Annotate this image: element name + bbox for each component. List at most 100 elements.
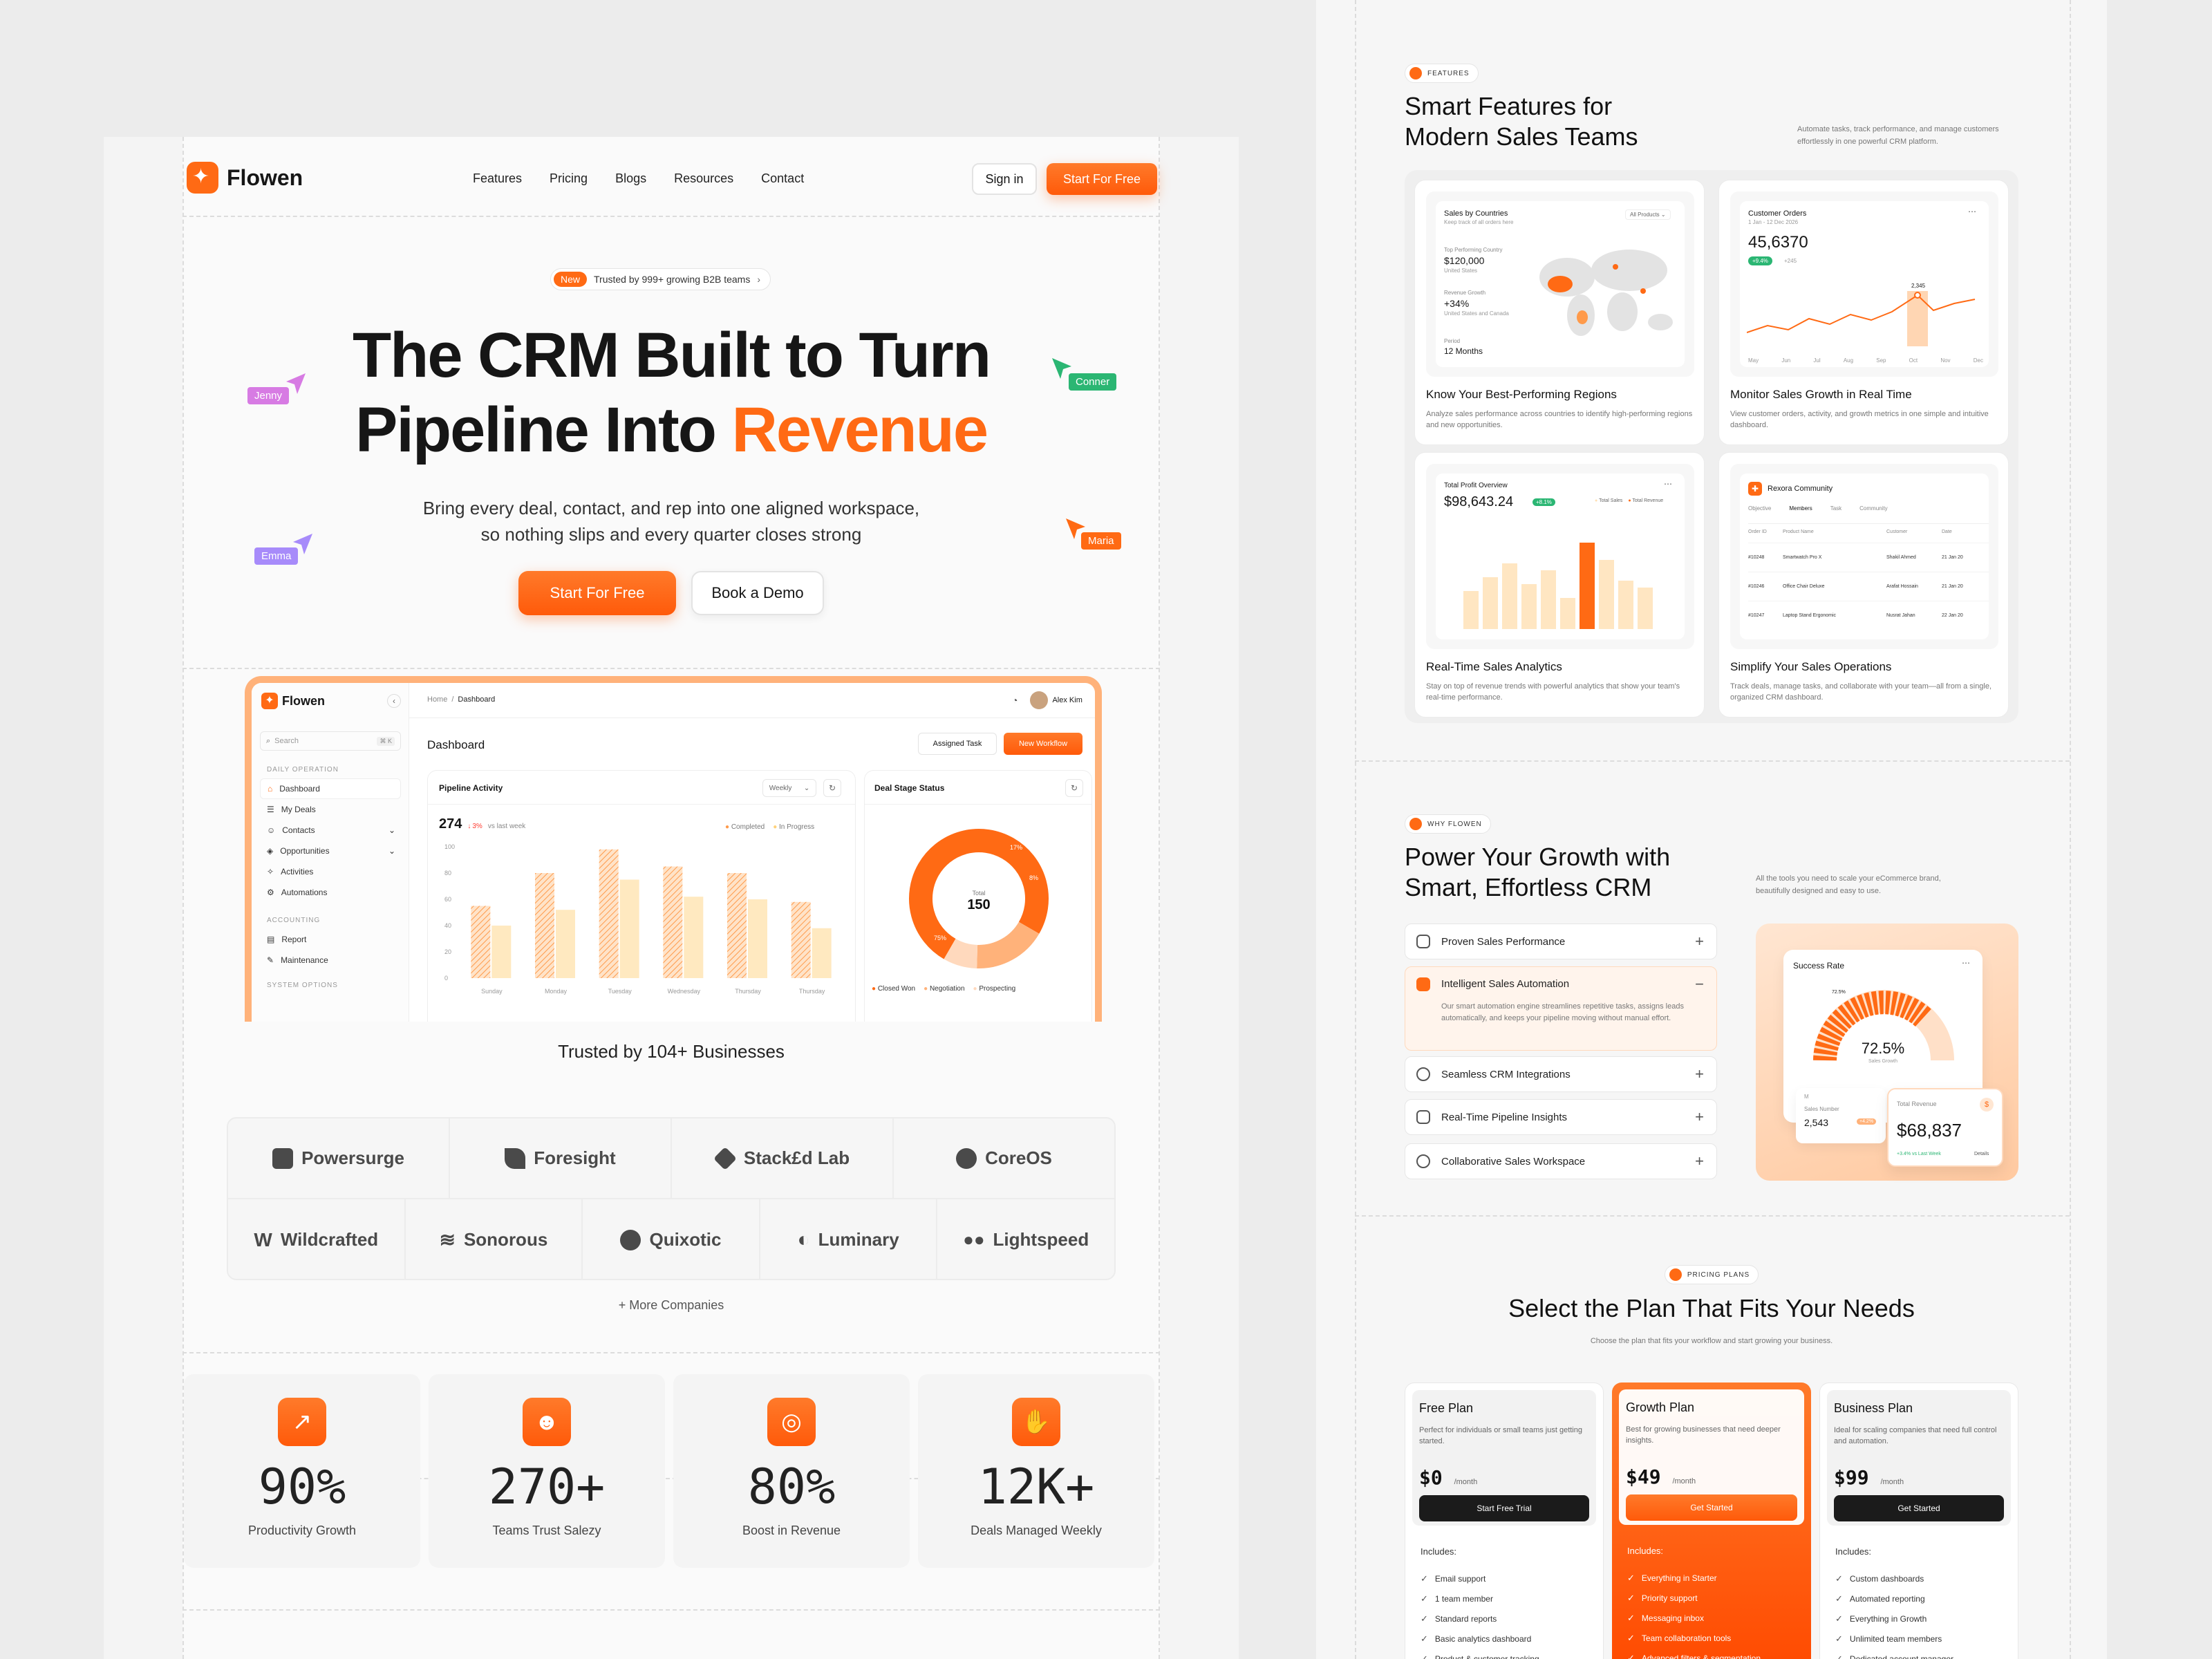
pricing-pill-wrap: PRICING PLANS — [1316, 1265, 2107, 1284]
nav-contact[interactable]: Contact — [761, 171, 805, 185]
badge-text: Trusted by 999+ growing B2B teams — [594, 274, 751, 285]
dashboard-preview: ✦ Flowen ‹ ⌕ Search ⌘ K DAILY OPERATION … — [245, 676, 1102, 1022]
brand-name: Flowen — [227, 165, 303, 190]
community-tabs: Objective Members Task Community — [1748, 505, 1888, 512]
sidebar-item-dashboard[interactable]: ⌂ Dashboard — [260, 778, 401, 799]
profit-bar-chart — [1463, 543, 1653, 629]
features-pill: FEATURES — [1405, 64, 1479, 83]
sidebar-item-contacts[interactable]: ☺ Contacts ⌄ — [252, 820, 409, 841]
hero-trust-badge[interactable]: New Trusted by 999+ growing B2B teams › — [550, 268, 771, 290]
lightspeed-logo-icon: ●● — [963, 1229, 985, 1250]
brand-logo[interactable]: Flowen — [187, 162, 303, 194]
product-filter-select[interactable]: All Products ⌄ — [1625, 209, 1671, 220]
accordion-expanded-desc: Our smart automation engine streamlines … — [1441, 1002, 1684, 1022]
hero-start-button[interactable]: Start For Free — [518, 571, 676, 615]
team-icon: ☻ — [523, 1398, 571, 1446]
y-tick-label: 100 — [444, 843, 455, 850]
nav-pricing[interactable]: Pricing — [550, 171, 588, 185]
accordion-pipeline-insights[interactable]: Real-Time Pipeline Insights + — [1405, 1099, 1717, 1135]
collapse-sidebar-icon[interactable]: ‹ — [387, 694, 401, 708]
y-tick-label: 20 — [444, 948, 451, 955]
feature-card-growth: Customer Orders 1 Jan - 12 Dec 2026 ⋯ 45… — [1718, 180, 2009, 445]
plus-icon: + — [1695, 932, 1704, 950]
main-nav: Features Pricing Blogs Resources Contact — [473, 171, 804, 186]
dashboard-sidebar: ✦ Flowen ‹ ⌕ Search ⌘ K DAILY OPERATION … — [252, 683, 409, 1022]
logo-wildcrafted: W Wildcrafted — [228, 1199, 406, 1279]
new-workflow-button[interactable]: New Workflow — [1004, 733, 1082, 755]
hero-title: The CRM Built to Turn Pipeline Into Reve… — [182, 318, 1160, 467]
table-row[interactable]: #10248 Smartwatch Pro X Shakil Ahmed 21 Jan… — [1748, 543, 1989, 572]
accordion-collab-workspace[interactable]: Collaborative Sales Workspace + — [1405, 1143, 1717, 1179]
bar-completed — [663, 866, 683, 978]
trusted-title: Trusted by 104+ Businesses — [558, 1041, 785, 1062]
accordion-proven-sales[interactable]: Proven Sales Performance + — [1405, 924, 1717, 959]
bar-completed — [599, 849, 619, 978]
period-select[interactable]: Weekly ⌄ — [762, 779, 816, 797]
refresh-icon[interactable]: ↻ — [823, 779, 841, 797]
cursor-arrow-icon — [293, 534, 312, 554]
nav-resources[interactable]: Resources — [674, 171, 734, 185]
signin-button[interactable]: Sign in — [972, 163, 1037, 195]
donut-slice-closed-won — [909, 829, 1049, 968]
sidebar-item-opportunities[interactable]: ◈ Opportunities ⌄ — [252, 841, 409, 861]
profit-legend: ● Total Sales ● Total Revenue — [1595, 498, 1664, 503]
nav-cta-button[interactable]: Start For Free — [1047, 163, 1157, 195]
chart-up-icon: ↗ — [278, 1398, 326, 1446]
tab-community[interactable]: Community — [1859, 505, 1888, 512]
sidebar-item-report[interactable]: ▤ Report — [267, 935, 307, 944]
coreos-logo-icon — [956, 1147, 977, 1169]
sidebar-item-my-deals[interactable]: ☰ My Deals — [267, 805, 316, 814]
hero-demo-button[interactable]: Book a Demo — [691, 571, 824, 615]
more-icon[interactable]: ⋯ — [1968, 207, 1976, 216]
nav-blogs[interactable]: Blogs — [615, 171, 647, 185]
eye-icon — [1416, 1110, 1430, 1124]
more-companies-link[interactable]: + More Companies — [618, 1298, 724, 1312]
deal-stage-card: Deal Stage Status ↻ Total 150 75% 17% 8%… — [864, 770, 1092, 1022]
bar-in-progress — [684, 897, 704, 978]
cursor-arrow-icon — [1052, 358, 1071, 379]
orders-line-chart — [1747, 291, 1976, 346]
bar-in-progress — [748, 899, 767, 978]
sidebar-item-activities[interactable]: ✧ Activities — [267, 867, 314, 877]
accordion-intelligent-automation[interactable]: Intelligent Sales Automation − Our smart… — [1405, 966, 1717, 1051]
dashboard-user[interactable]: ◔ Alex Kim — [1012, 691, 1082, 709]
y-tick-label: 80 — [444, 870, 451, 877]
pricing-sub: Choose the plan that fits your workflow … — [1590, 1337, 1833, 1345]
bar-in-progress — [556, 910, 575, 978]
features-title: Smart Features for Modern Sales Teams — [1405, 92, 1638, 151]
notification-icon[interactable]: ◔ — [1012, 695, 1018, 706]
nav-features[interactable]: Features — [473, 171, 523, 185]
sidebar-item-maintenance[interactable]: ✎ Maintenance — [267, 955, 328, 965]
luminary-logo-icon: ◐ — [797, 1228, 810, 1251]
business-get-started-button[interactable]: Get Started — [1834, 1495, 2004, 1521]
more-icon[interactable]: ⋯ — [1962, 958, 1970, 968]
stacked-lab-logo-icon — [713, 1146, 737, 1170]
tab-task[interactable]: Task — [1830, 505, 1842, 512]
tab-members[interactable]: Members — [1789, 505, 1812, 512]
coins-icon: ◎ — [767, 1398, 816, 1446]
assigned-task-button[interactable]: Assigned Task — [918, 733, 997, 755]
gear-icon — [1416, 1067, 1430, 1081]
y-tick-label: 40 — [444, 922, 451, 929]
bar-in-progress — [491, 926, 512, 978]
sidebar-item-automations[interactable]: ⚙ Automations — [267, 888, 328, 897]
more-icon[interactable]: ⋯ — [1664, 479, 1672, 489]
tab-objective[interactable]: Objective — [1748, 505, 1772, 512]
start-free-trial-button[interactable]: Start Free Trial — [1419, 1495, 1589, 1521]
automation-icon: ⚙ — [267, 888, 274, 897]
chevron-right-icon: › — [757, 274, 761, 285]
dashboard-search-input[interactable]: ⌕ Search ⌘ K — [260, 731, 401, 751]
logo-sonorous: ≋ Sonorous — [406, 1199, 583, 1279]
y-tick-label: 0 — [444, 975, 448, 982]
wrench-icon: ✎ — [267, 955, 274, 965]
sonorous-logo-icon: ≋ — [439, 1229, 456, 1250]
accordion-crm-integrations[interactable]: Seamless CRM Integrations + — [1405, 1056, 1717, 1092]
refresh-icon[interactable]: ↻ — [1065, 779, 1083, 797]
growth-get-started-button[interactable]: Get Started — [1626, 1494, 1797, 1521]
layers-icon: ◈ — [267, 846, 274, 856]
chevron-down-icon: ⌄ — [388, 825, 395, 835]
sparkle-icon — [1409, 67, 1422, 79]
logo-luminary: ◐ Luminary — [760, 1199, 938, 1279]
table-row[interactable]: #10246 Office Chair Deluxe Arafat Hossain 2… — [1748, 572, 1989, 601]
table-row[interactable]: #10247 Laptop Stand Ergonomic Nusrat Jahan… — [1748, 601, 1989, 630]
